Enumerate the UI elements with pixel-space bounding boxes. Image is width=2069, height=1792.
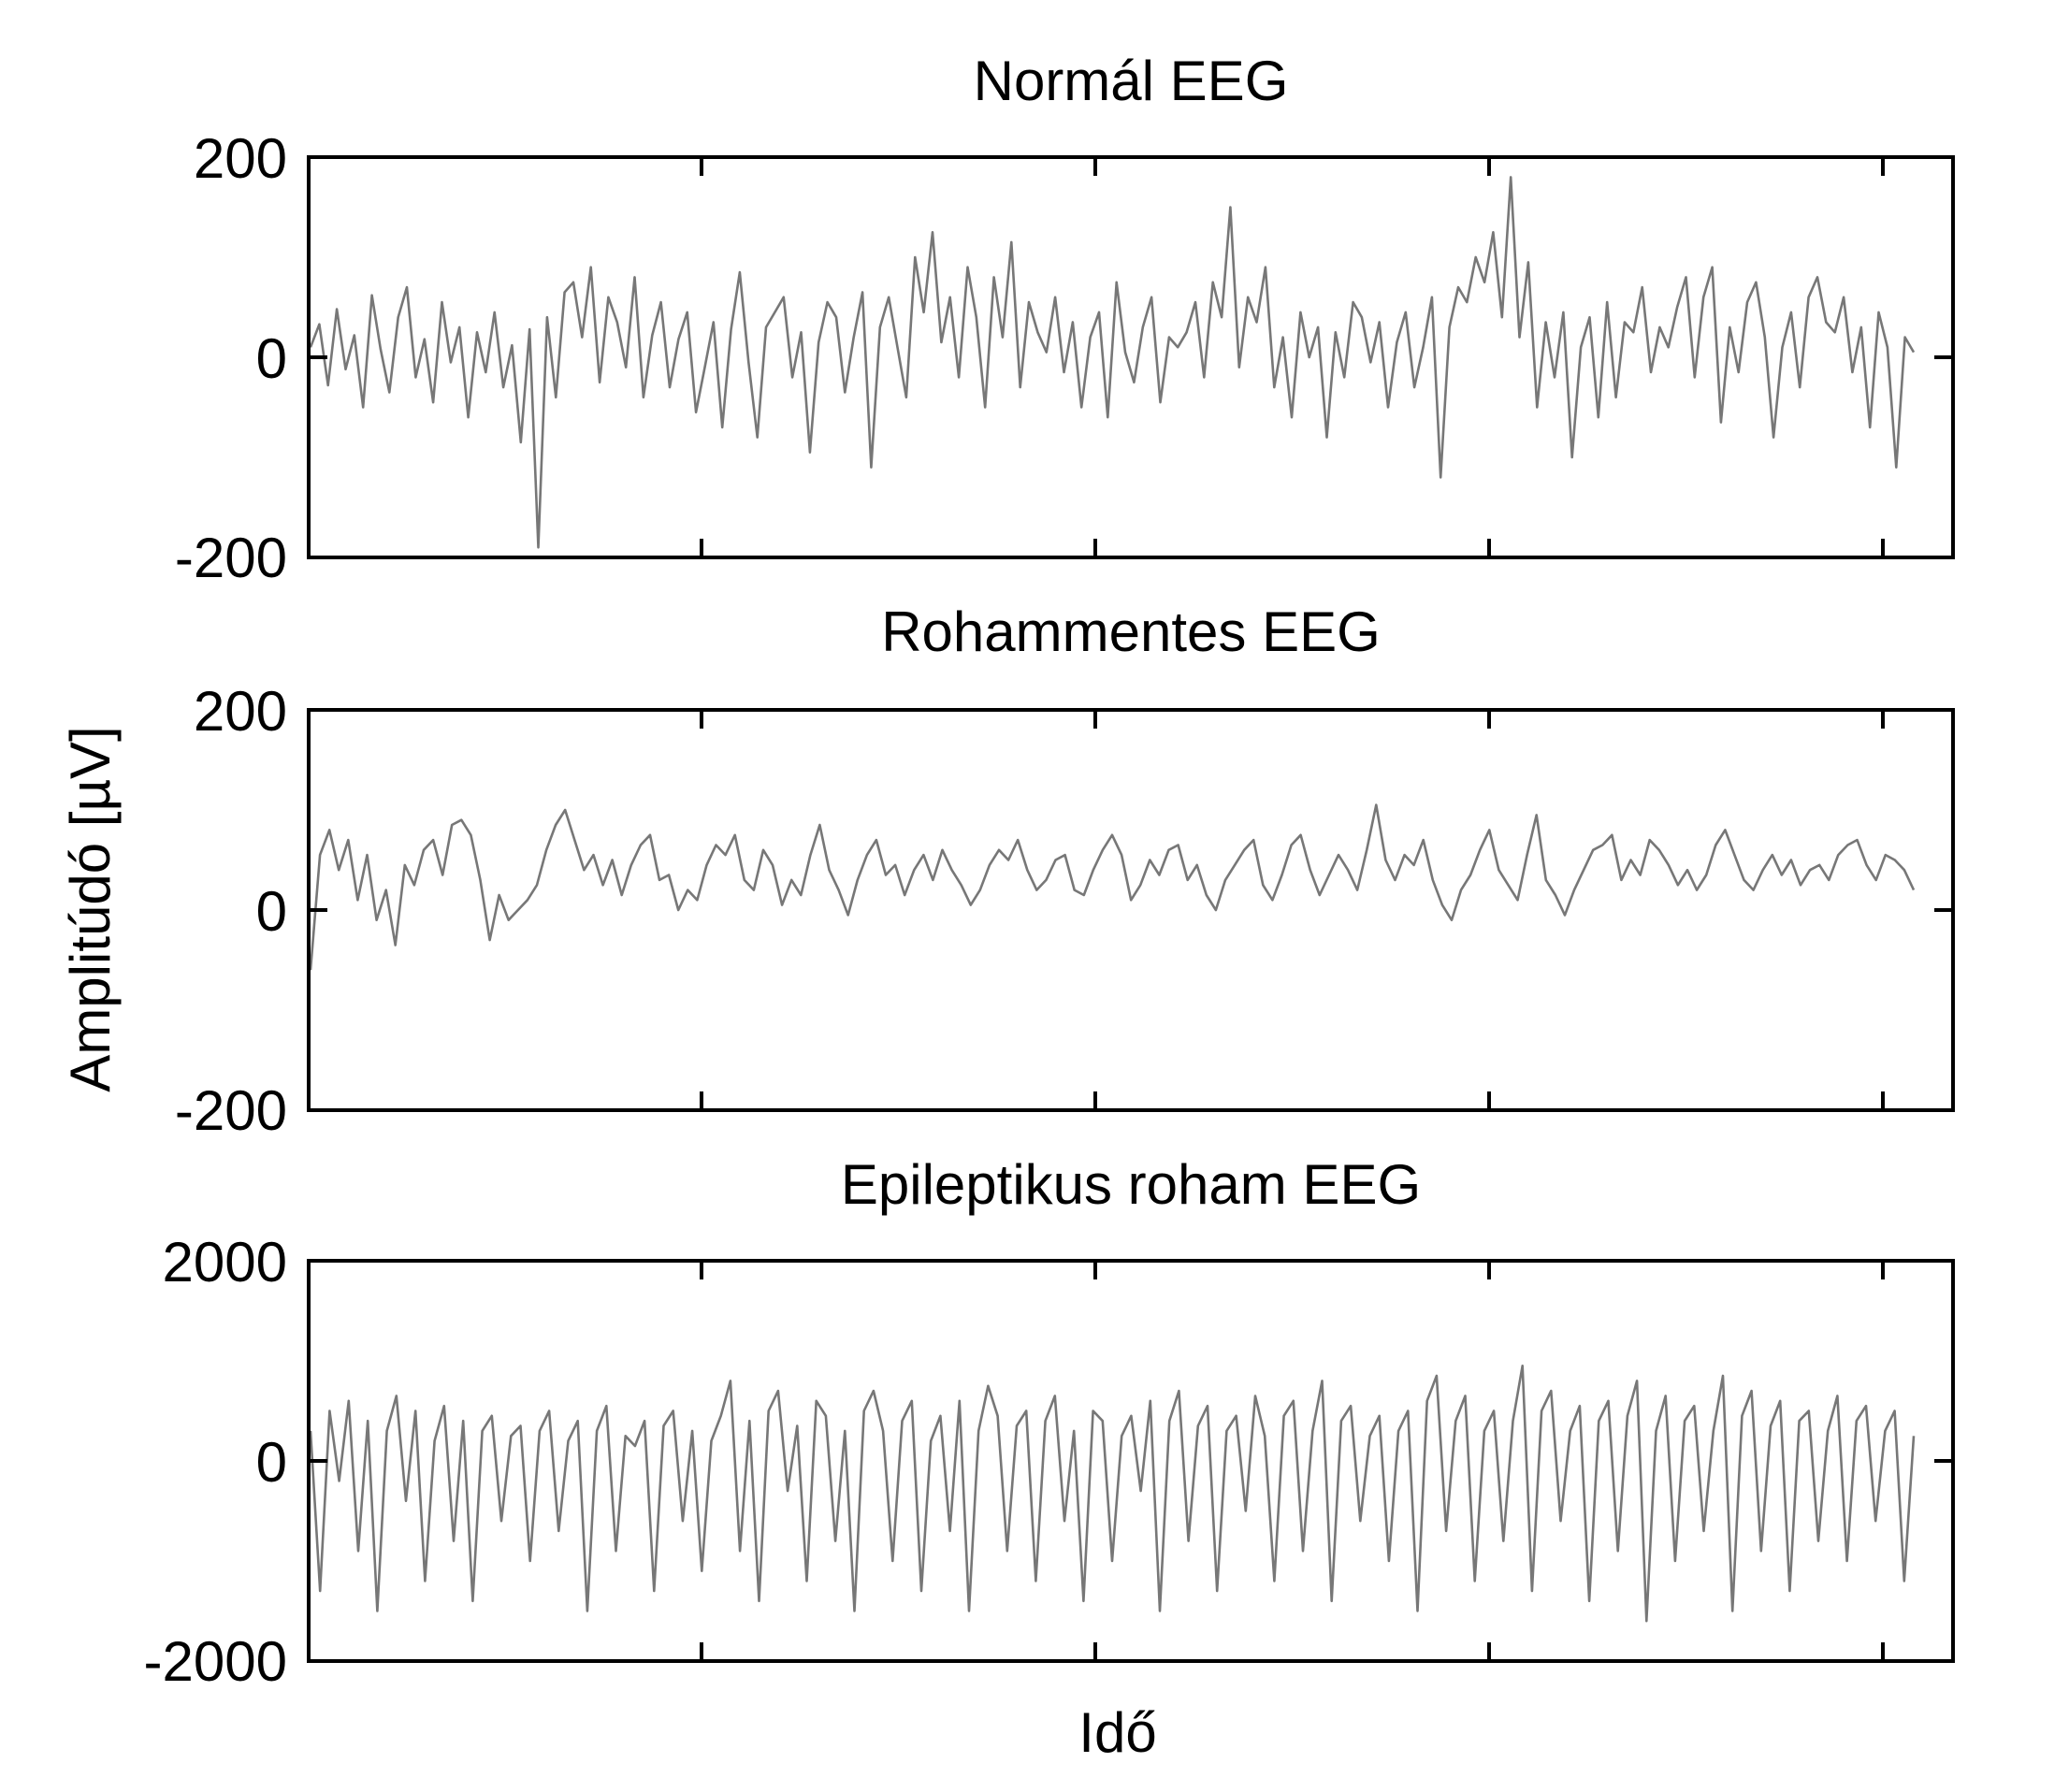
y-tick-label: -200: [175, 527, 287, 589]
y-tick-label: 200: [194, 127, 287, 190]
eeg-trace: [309, 176, 1916, 549]
plot-frame: [307, 708, 1955, 1112]
tick-group: [309, 708, 1953, 1112]
y-axis-label: Amplitúdó [µV]: [59, 726, 122, 1091]
panel-title: Normál EEG: [974, 50, 1289, 112]
plot-frame: [307, 1259, 1955, 1663]
y-tick-label: 0: [256, 880, 287, 943]
trace-group: [309, 1365, 1916, 1623]
y-tick-label: 200: [194, 680, 287, 743]
eeg-trace: [309, 1365, 1916, 1623]
y-tick-label: 0: [256, 1431, 287, 1494]
y-tick-label: 0: [256, 327, 287, 390]
eeg-trace: [309, 803, 1916, 971]
trace-group: [309, 176, 1916, 549]
panel-rohammentes-eeg: Rohammentes EEG 200 0 -200: [175, 600, 1955, 1142]
x-axis-label: Idő: [1078, 1701, 1156, 1764]
panel-epileptikus-roham-eeg: Epileptikus roham EEG 2000 0 -2000: [144, 1153, 1955, 1693]
trace-group: [309, 803, 1916, 971]
y-tick-label: -2000: [144, 1630, 287, 1693]
y-tick-label: -200: [175, 1079, 287, 1142]
tick-group: [309, 155, 1953, 559]
y-tick-label: 2000: [163, 1231, 287, 1293]
panel-normal-eeg: Normál EEG 200 0 -200: [175, 50, 1955, 589]
panel-title: Rohammentes EEG: [881, 600, 1381, 663]
panel-title: Epileptikus roham EEG: [841, 1153, 1421, 1216]
tick-group: [309, 1259, 1953, 1663]
plot-frame: [307, 155, 1955, 559]
